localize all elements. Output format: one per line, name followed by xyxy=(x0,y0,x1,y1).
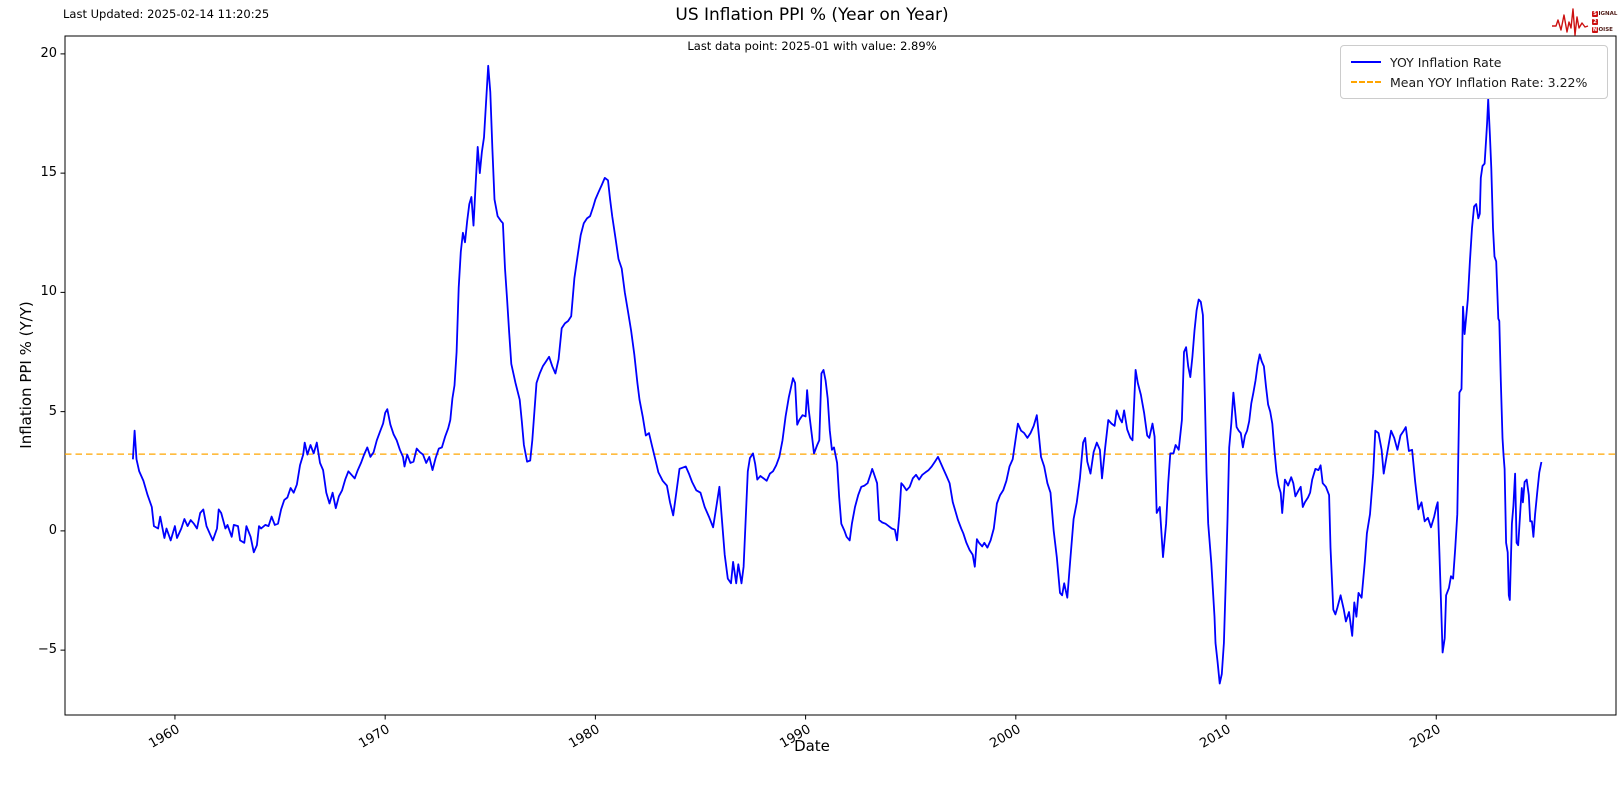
last-updated-text: Last Updated: 2025-02-14 11:20:25 xyxy=(63,7,270,21)
y-tick-label: −5 xyxy=(37,642,57,658)
waveform-icon xyxy=(1552,8,1589,36)
y-tick-label: 5 xyxy=(48,403,57,419)
axis-tick-marks xyxy=(60,53,1437,720)
y-tick-label: 0 xyxy=(48,522,57,538)
yoy-inflation-line xyxy=(132,64,1543,685)
legend-line-sample-dashed xyxy=(1351,81,1381,83)
legend-item-yoy: YOY Inflation Rate xyxy=(1351,52,1597,72)
logo-letter-box: S xyxy=(1592,11,1598,17)
chart-subtitle: Last data point: 2025-01 with value: 2.8… xyxy=(687,39,937,53)
logo-letter-box: N xyxy=(1592,27,1598,33)
y-tick-label: 10 xyxy=(40,284,57,300)
x-axis-label: Date xyxy=(794,737,830,755)
chart-title: US Inflation PPI % (Year on Year) xyxy=(675,5,949,25)
logo-word-rest: OISE xyxy=(1598,27,1613,33)
signal2noise-logo: S IGNAL 2 N OISE xyxy=(1551,4,1617,38)
logo-words: S IGNAL 2 N OISE xyxy=(1592,10,1617,34)
legend-line-sample-solid xyxy=(1351,61,1381,63)
logo-line-noise: N OISE xyxy=(1592,26,1617,34)
legend: YOY Inflation Rate Mean YOY Inflation Ra… xyxy=(1340,45,1608,99)
logo-line-signal: S IGNAL xyxy=(1592,10,1617,18)
legend-item-mean: Mean YOY Inflation Rate: 3.22% xyxy=(1351,72,1597,92)
logo-word-rest: IGNAL xyxy=(1598,11,1618,17)
legend-label: YOY Inflation Rate xyxy=(1390,54,1502,70)
legend-label: Mean YOY Inflation Rate: 3.22% xyxy=(1390,74,1588,90)
logo-letter-box: 2 xyxy=(1592,19,1598,25)
y-tick-label: 20 xyxy=(40,45,57,61)
logo-line-2: 2 xyxy=(1592,18,1617,26)
plot-border xyxy=(64,35,1617,716)
y-tick-label: 15 xyxy=(40,165,57,181)
